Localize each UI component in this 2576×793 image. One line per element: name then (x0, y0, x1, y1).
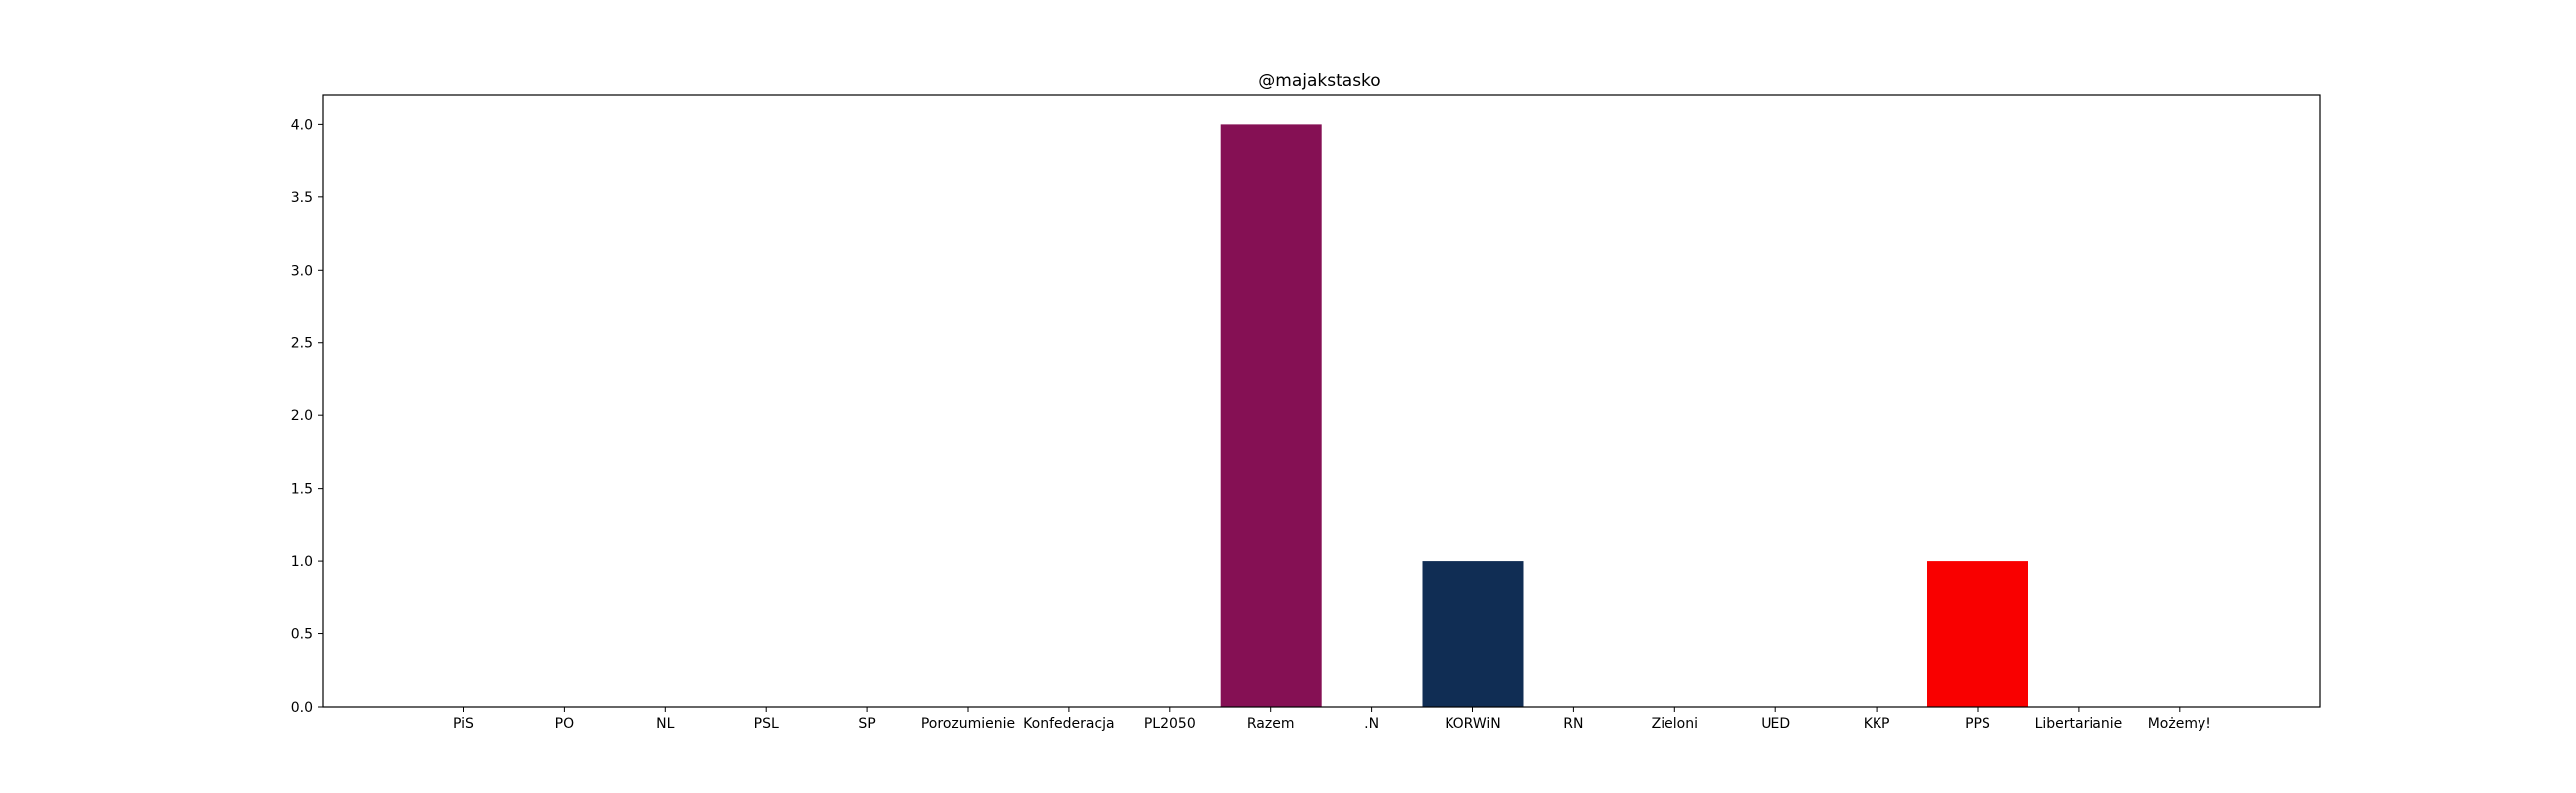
y-tick-label: 3.5 (291, 190, 313, 206)
x-tick-label: PO (555, 716, 574, 732)
bar-razem (1220, 124, 1322, 707)
y-tick-label: 0.0 (291, 700, 313, 716)
bar-pps (1927, 561, 2028, 707)
x-tick-label: RN (1563, 716, 1583, 732)
x-tick-label: .N (1364, 716, 1379, 732)
bar-korwin (1422, 561, 1524, 707)
x-axis: PiS PO NL PSL SP Porozumienie Konfederacja PL20… (453, 707, 2211, 732)
y-tick-label: 1.5 (291, 482, 313, 498)
x-tick-label: Konfederacja (1023, 716, 1114, 732)
chart-title: @majakstasko (1258, 71, 1380, 91)
x-tick-label: Razem (1247, 716, 1295, 732)
x-tick-label: Możemy! (2148, 716, 2211, 732)
y-axis: 0.0 0.5 1.0 1.5 2.0 2.5 3.0 3.5 4.0 (291, 117, 323, 716)
x-tick-label: SP (858, 716, 875, 732)
y-tick-label: 2.0 (291, 408, 313, 424)
y-tick-label: 2.5 (291, 336, 313, 352)
x-tick-label: PiS (453, 716, 474, 732)
x-tick-label: PSL (754, 716, 779, 732)
x-tick-label: NL (656, 716, 674, 732)
y-tick-label: 3.0 (291, 263, 313, 279)
x-tick-label: Libertarianie (2035, 716, 2123, 732)
x-tick-label: UED (1761, 716, 1790, 732)
plot-area-frame (322, 94, 2321, 708)
x-tick-label: KKP (1864, 716, 1890, 732)
x-tick-label: PL2050 (1144, 716, 1196, 732)
bars-group (1220, 124, 2028, 707)
x-tick-label: Zieloni (1652, 716, 1698, 732)
y-tick-label: 4.0 (291, 117, 313, 133)
x-tick-label: PPS (1965, 716, 1990, 732)
x-tick-label: Porozumienie (921, 716, 1015, 732)
x-tick-label: KORWiN (1445, 716, 1501, 732)
y-tick-label: 0.5 (291, 627, 313, 643)
y-tick-label: 1.0 (291, 554, 313, 570)
